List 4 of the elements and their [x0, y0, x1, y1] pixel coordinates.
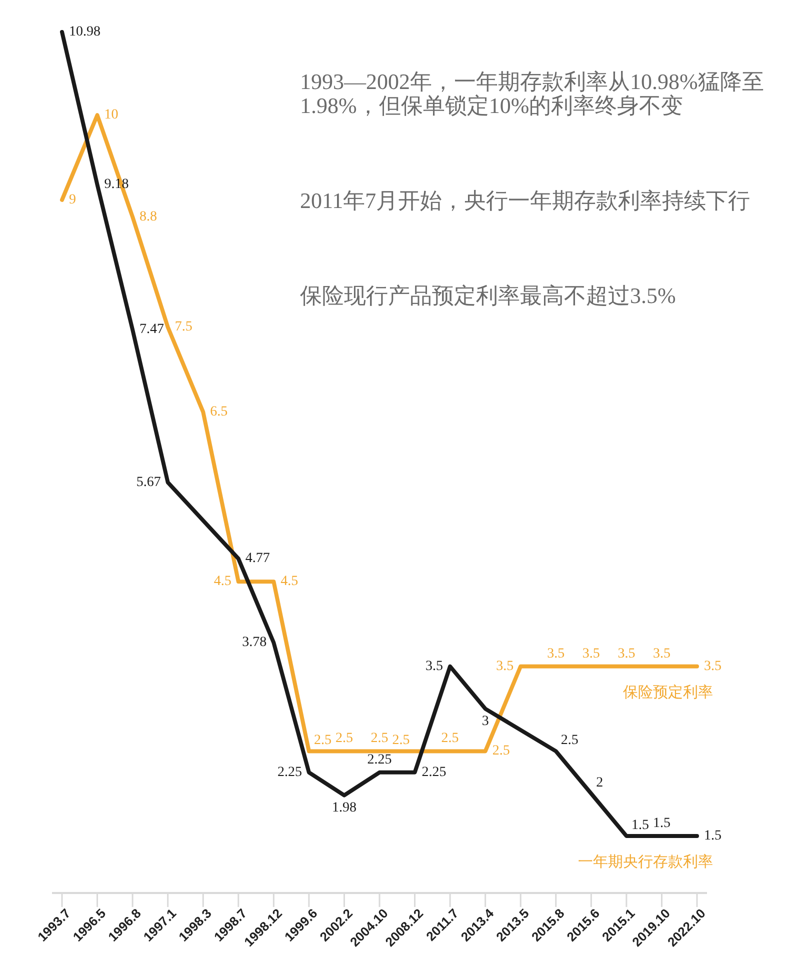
annotation: 1993—2002年，一年期存款利率从10.98%猛降至: [300, 69, 764, 94]
annotation: 2011年7月开始，央行一年期存款利率持续下行: [300, 188, 750, 213]
annotation: 1.98%，但保单锁定10%的利率终身不变: [300, 93, 684, 118]
annotation: 保险现行产品预定利率最高不超过3.5%: [300, 283, 676, 308]
